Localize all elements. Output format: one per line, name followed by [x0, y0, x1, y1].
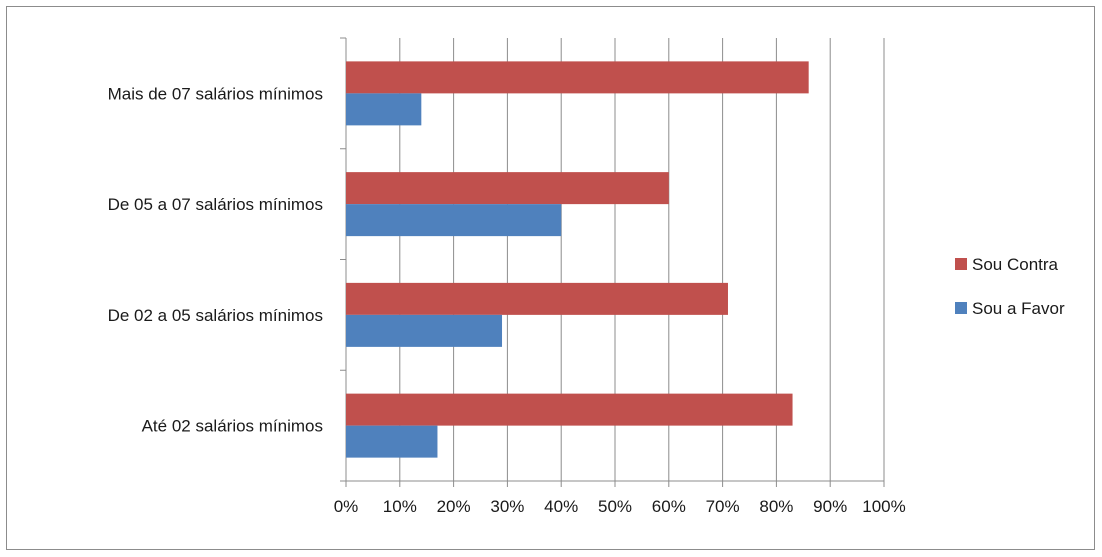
- bar-sou-contra: [346, 282, 728, 315]
- chart-frame: [6, 6, 1095, 550]
- x-tick-label: 100%: [862, 497, 905, 516]
- legend-swatch: [955, 302, 967, 314]
- x-tick-label: 40%: [544, 497, 578, 516]
- x-tick-label: 50%: [598, 497, 632, 516]
- bar-sou-a-favor: [346, 204, 562, 237]
- bar-sou-a-favor: [346, 314, 503, 347]
- legend-label: Sou Contra: [972, 255, 1059, 274]
- bar-sou-contra: [346, 61, 809, 94]
- bar-sou-contra: [346, 172, 669, 205]
- category-label: Mais de 07 salários mínimos: [108, 84, 323, 103]
- x-tick-label: 30%: [490, 497, 524, 516]
- x-tick-label: 80%: [759, 497, 793, 516]
- x-tick-label: 10%: [383, 497, 417, 516]
- x-tick-label: 60%: [652, 497, 686, 516]
- x-tick-label: 90%: [813, 497, 847, 516]
- bar-sou-contra: [346, 393, 793, 426]
- x-tick-label: 0%: [334, 497, 359, 516]
- category-label: Até 02 salários mínimos: [142, 417, 323, 436]
- legend-label: Sou a Favor: [972, 299, 1065, 318]
- x-tick-label: 20%: [437, 497, 471, 516]
- category-label: De 02 a 05 salários mínimos: [108, 306, 323, 325]
- legend-swatch: [955, 258, 967, 270]
- bar-sou-a-favor: [346, 425, 438, 458]
- category-label: De 05 a 07 salários mínimos: [108, 195, 323, 214]
- bar-sou-a-favor: [346, 93, 422, 126]
- x-tick-label: 70%: [706, 497, 740, 516]
